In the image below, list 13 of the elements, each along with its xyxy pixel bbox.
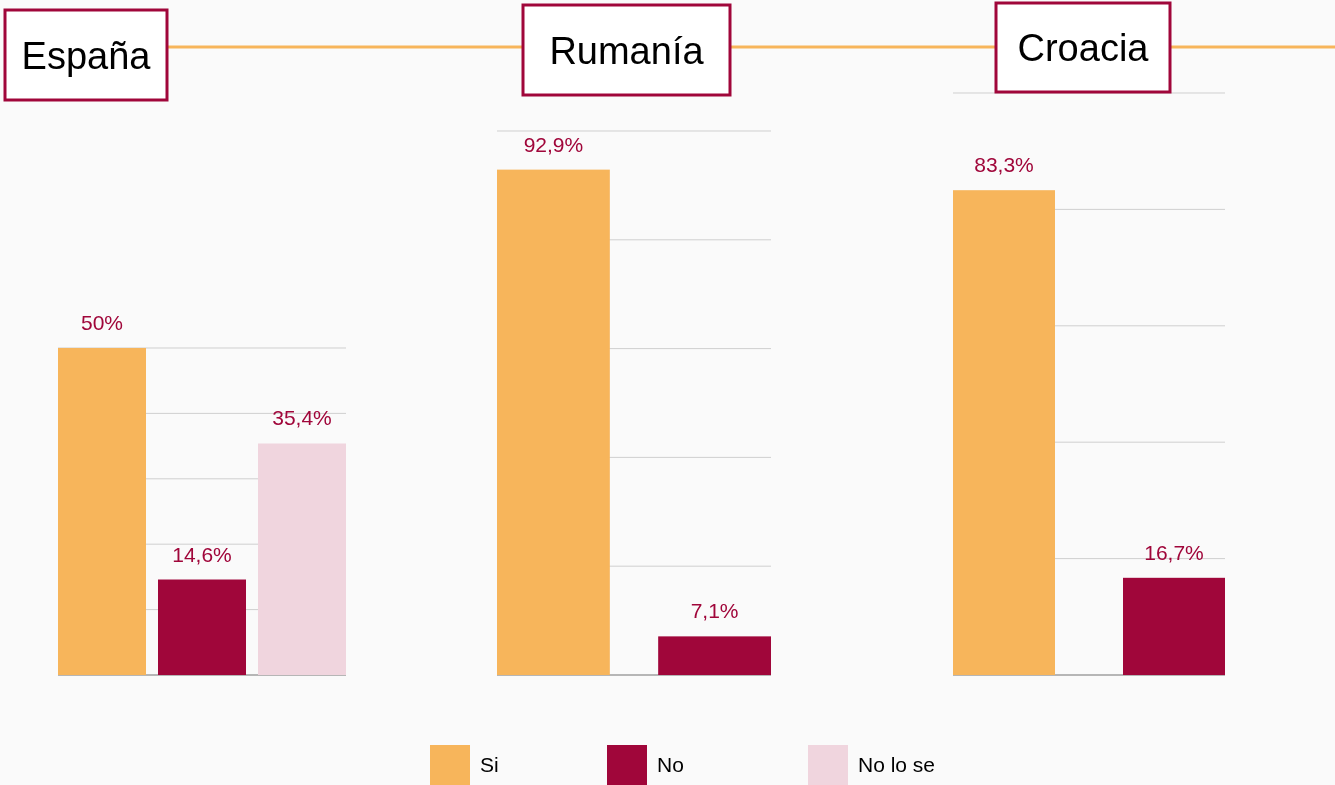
chart-title: Rumanía: [549, 29, 705, 72]
legend-label: No lo se: [858, 753, 936, 777]
data-label: 16,7%: [1144, 540, 1204, 564]
data-label: 35,4%: [272, 406, 332, 430]
legend-label: No: [657, 753, 684, 777]
data-label: 50%: [80, 311, 124, 334]
chart-title: España: [21, 34, 152, 77]
legend-label: Si: [480, 753, 499, 777]
chart-title: Croacia: [1017, 27, 1150, 70]
data-label: 14,6%: [172, 542, 232, 566]
data-label: 7,1%: [690, 599, 739, 623]
data-label: 83,3%: [974, 153, 1034, 177]
data-label: 92,9%: [523, 132, 584, 156]
